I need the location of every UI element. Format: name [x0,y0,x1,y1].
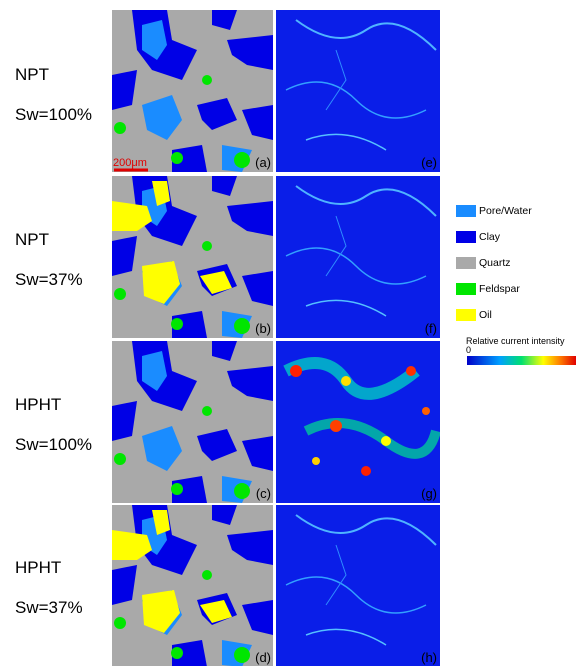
legend-label: Clay [479,231,501,243]
row-condition: HPHT [15,395,61,414]
current-map [276,341,440,503]
legend-label: Feldspar [479,283,520,295]
legend-label: Oil [479,309,492,321]
colorbar-title: Relative current intensity [466,336,565,346]
row-condition: NPT [15,230,49,249]
scale-bar-label: 200μm [113,157,147,169]
row-saturation: Sw=100% [15,105,92,124]
row-saturation: Sw=37% [15,270,83,289]
figure: (a) (e) (b) (f) (c) (g) (d) (h) NPT Sw=100% NPT… [0,0,576,666]
panel-label: (e) [421,155,437,170]
segmented-image [112,341,273,503]
current-map [276,176,440,338]
row-condition: NPT [15,65,49,84]
current-map [276,505,440,666]
legend-swatch [456,205,476,217]
segmented-image [112,505,273,666]
panel-label: (f) [425,321,437,336]
row-saturation: Sw=37% [15,598,83,617]
row-saturation: Sw=100% [15,435,92,454]
colorbar [467,356,576,365]
legend-swatch [456,309,476,321]
panel-label: (d) [255,650,271,665]
panel-label: (c) [256,486,271,501]
segmented-image [112,10,273,172]
colorbar-min: 0 [466,345,471,355]
legend-label: Pore/Water [479,205,532,217]
row-condition: HPHT [15,558,61,577]
panels: (a) (e) (b) (f) (c) (g) (d) (h) [112,10,440,666]
panel-label: (b) [255,321,271,336]
legend-label: Quartz [479,257,511,269]
segmented-image [112,176,273,338]
legend-swatch [456,231,476,243]
panel-label: (g) [421,486,437,501]
legend-swatch [456,283,476,295]
panel-label: (a) [255,155,271,170]
current-map [276,10,440,172]
legend-swatch [456,257,476,269]
legend: Pore/Water Clay Quartz Feldspar Oil [456,205,532,321]
panel-label: (h) [421,650,437,665]
